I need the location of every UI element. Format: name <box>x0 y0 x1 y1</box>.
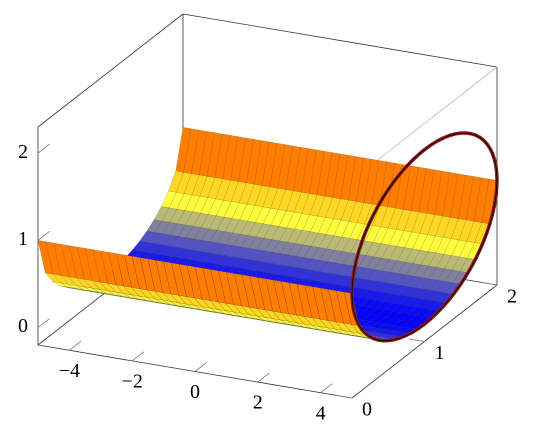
z-tick <box>37 231 50 241</box>
x-tick-label: 0 <box>190 381 200 403</box>
y-tick-label: 2 <box>507 286 517 308</box>
y-tick-label: 1 <box>435 342 445 364</box>
x-tick <box>257 372 270 383</box>
y-tick <box>336 394 353 399</box>
x-tick <box>320 383 333 394</box>
z-tick <box>37 143 50 154</box>
y-tick-label: 0 <box>362 399 372 421</box>
y-tick <box>481 281 498 286</box>
circle-inner <box>351 132 498 342</box>
z-tick-label: 1 <box>18 228 28 250</box>
x-tick <box>131 351 145 362</box>
y-tick <box>408 338 425 342</box>
x-tick <box>69 340 82 351</box>
x-tick-label: −2 <box>122 370 143 392</box>
x-tick-label: 2 <box>253 392 263 414</box>
x-tick-label: −4 <box>59 360 80 382</box>
x-tick <box>194 362 207 372</box>
z-tick-label: 0 <box>18 315 28 337</box>
box-edge <box>182 13 498 68</box>
box-edge <box>37 13 184 128</box>
z-tick <box>37 318 50 328</box>
x-tick-label: 4 <box>316 402 326 424</box>
z-tick-label: 2 <box>18 141 28 163</box>
